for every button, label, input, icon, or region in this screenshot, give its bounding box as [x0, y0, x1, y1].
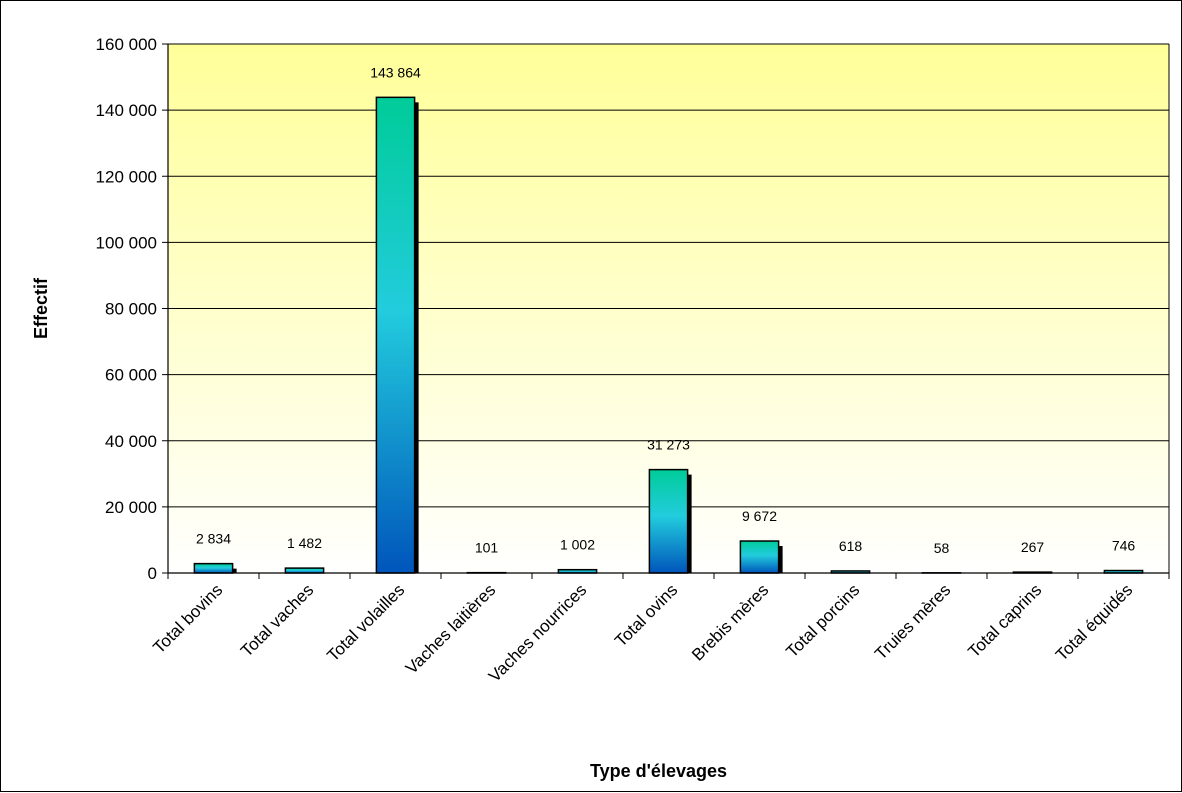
bar: [285, 568, 323, 573]
y-tick-label: 0: [148, 564, 157, 583]
x-tick-label: Total volailles: [323, 580, 408, 665]
data-label: 143 864: [370, 64, 421, 80]
y-tick-label: 120 000: [96, 167, 157, 186]
y-tick-label: 80 000: [105, 300, 157, 319]
data-label: 9 672: [742, 508, 777, 524]
data-label: 1 002: [560, 537, 595, 553]
x-tick-label: Total porcins: [782, 580, 863, 661]
x-tick-label: Brebis mères: [688, 580, 772, 664]
data-label: 267: [1021, 539, 1045, 555]
x-tick-label: Vaches nourrices: [485, 580, 590, 685]
y-tick-label: 60 000: [105, 366, 157, 385]
data-label: 101: [475, 540, 499, 556]
data-label: 746: [1112, 538, 1136, 554]
x-tick-label: Total bovins: [149, 580, 226, 657]
x-tick-label: Total ovins: [611, 580, 681, 650]
x-axis-title: Type d'élevages: [590, 761, 727, 781]
y-tick-label: 40 000: [105, 432, 157, 451]
x-tick-label: Truies mères: [871, 580, 954, 663]
data-label: 31 273: [647, 437, 690, 453]
bar: [376, 97, 414, 573]
data-label: 1 482: [287, 535, 322, 551]
bar: [649, 470, 687, 573]
x-tick-label: Total vaches: [237, 580, 317, 660]
data-label: 58: [934, 540, 950, 556]
y-tick-labels: 0 20 000 40 000 60 000 80 000 100 000 120 000 1…: [96, 35, 157, 583]
bar: [194, 564, 232, 573]
x-tick-label: Total équidés: [1052, 580, 1136, 664]
y-tick-label: 100 000: [96, 233, 157, 252]
y-tick-label: 160 000: [96, 35, 157, 54]
y-axis-title: Effectif: [31, 277, 51, 339]
x-tick-label: Total caprins: [964, 580, 1045, 661]
y-tick-label: 140 000: [96, 101, 157, 120]
y-tick-label: 20 000: [105, 498, 157, 517]
data-label: 618: [839, 538, 863, 554]
bar: [740, 541, 778, 573]
x-tick-label: Vaches laitières: [402, 580, 499, 677]
data-label: 2 834: [196, 531, 231, 547]
